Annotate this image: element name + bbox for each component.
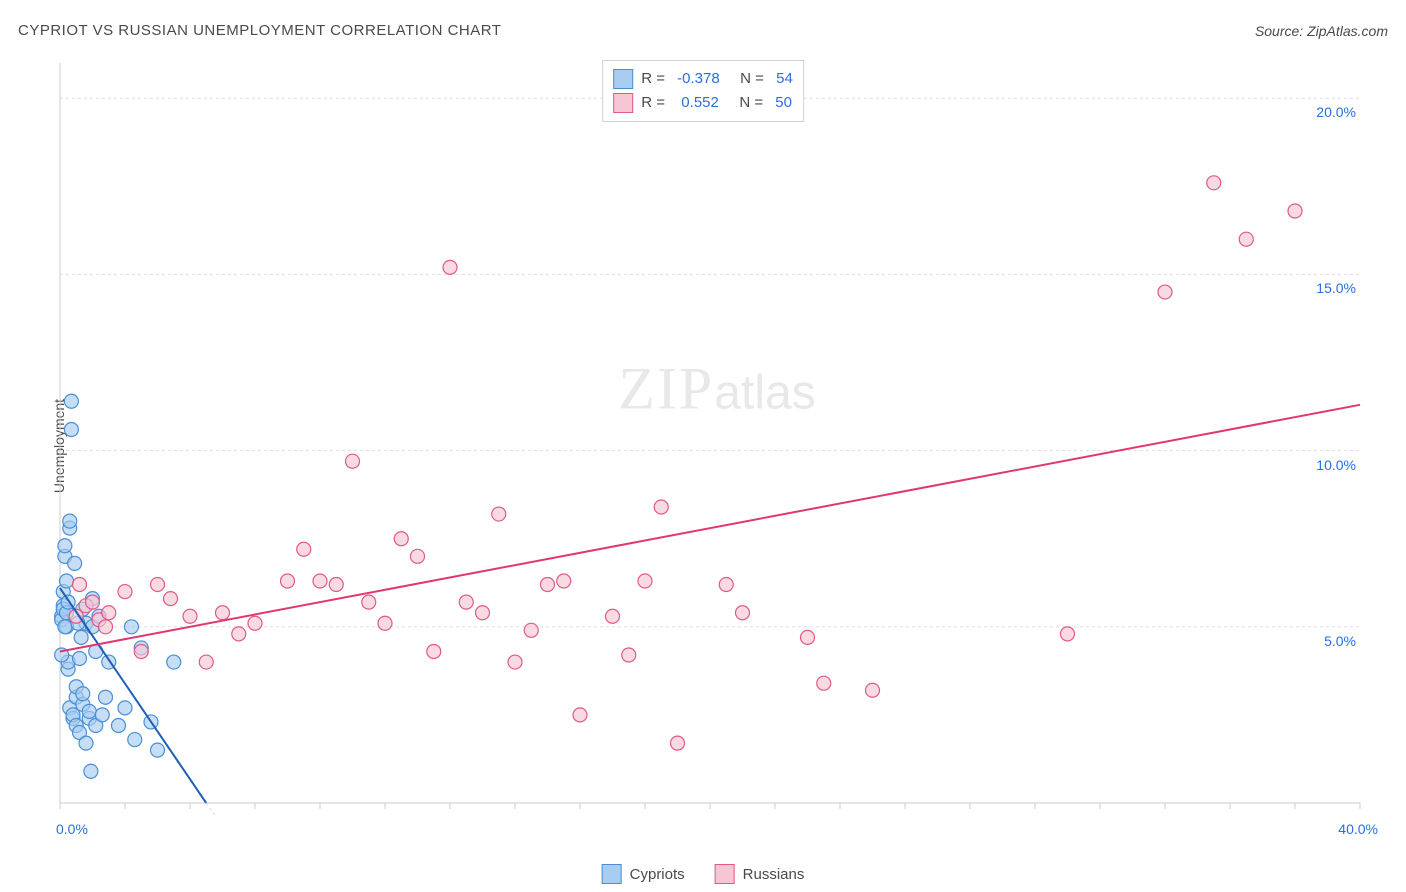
legend-top-row: R = 0.552 N = 50	[613, 91, 793, 115]
legend-bottom-label: Cypriots	[630, 866, 685, 883]
y-tick-label: 5.0%	[1324, 633, 1356, 649]
y-tick-label: 15.0%	[1316, 280, 1356, 296]
scatter-plot	[52, 55, 1382, 815]
legend-swatch	[613, 93, 633, 113]
x-tick-label: 0.0%	[56, 821, 88, 837]
chart-area: ZIPatlas 5.0%10.0%15.0%20.0%0.0%40.0%	[52, 55, 1382, 815]
x-tick-label: 40.0%	[1338, 821, 1378, 837]
legend-swatch	[602, 864, 622, 884]
source-label: Source: ZipAtlas.com	[1255, 23, 1388, 39]
legend-bottom-item: Cypriots	[602, 864, 685, 884]
legend-top: R = -0.378 N = 54R = 0.552 N = 50	[602, 60, 804, 122]
legend-top-row: R = -0.378 N = 54	[613, 67, 793, 91]
y-tick-label: 20.0%	[1316, 104, 1356, 120]
chart-header: CYPRIOT VS RUSSIAN UNEMPLOYMENT CORRELAT…	[18, 22, 1388, 39]
y-tick-label: 10.0%	[1316, 457, 1356, 473]
chart-title: CYPRIOT VS RUSSIAN UNEMPLOYMENT CORRELAT…	[18, 22, 501, 39]
legend-bottom-item: Russians	[715, 864, 805, 884]
legend-bottom: Cypriots Russians	[602, 864, 805, 884]
legend-swatch	[613, 69, 633, 89]
legend-swatch	[715, 864, 735, 884]
legend-bottom-label: Russians	[743, 866, 805, 883]
